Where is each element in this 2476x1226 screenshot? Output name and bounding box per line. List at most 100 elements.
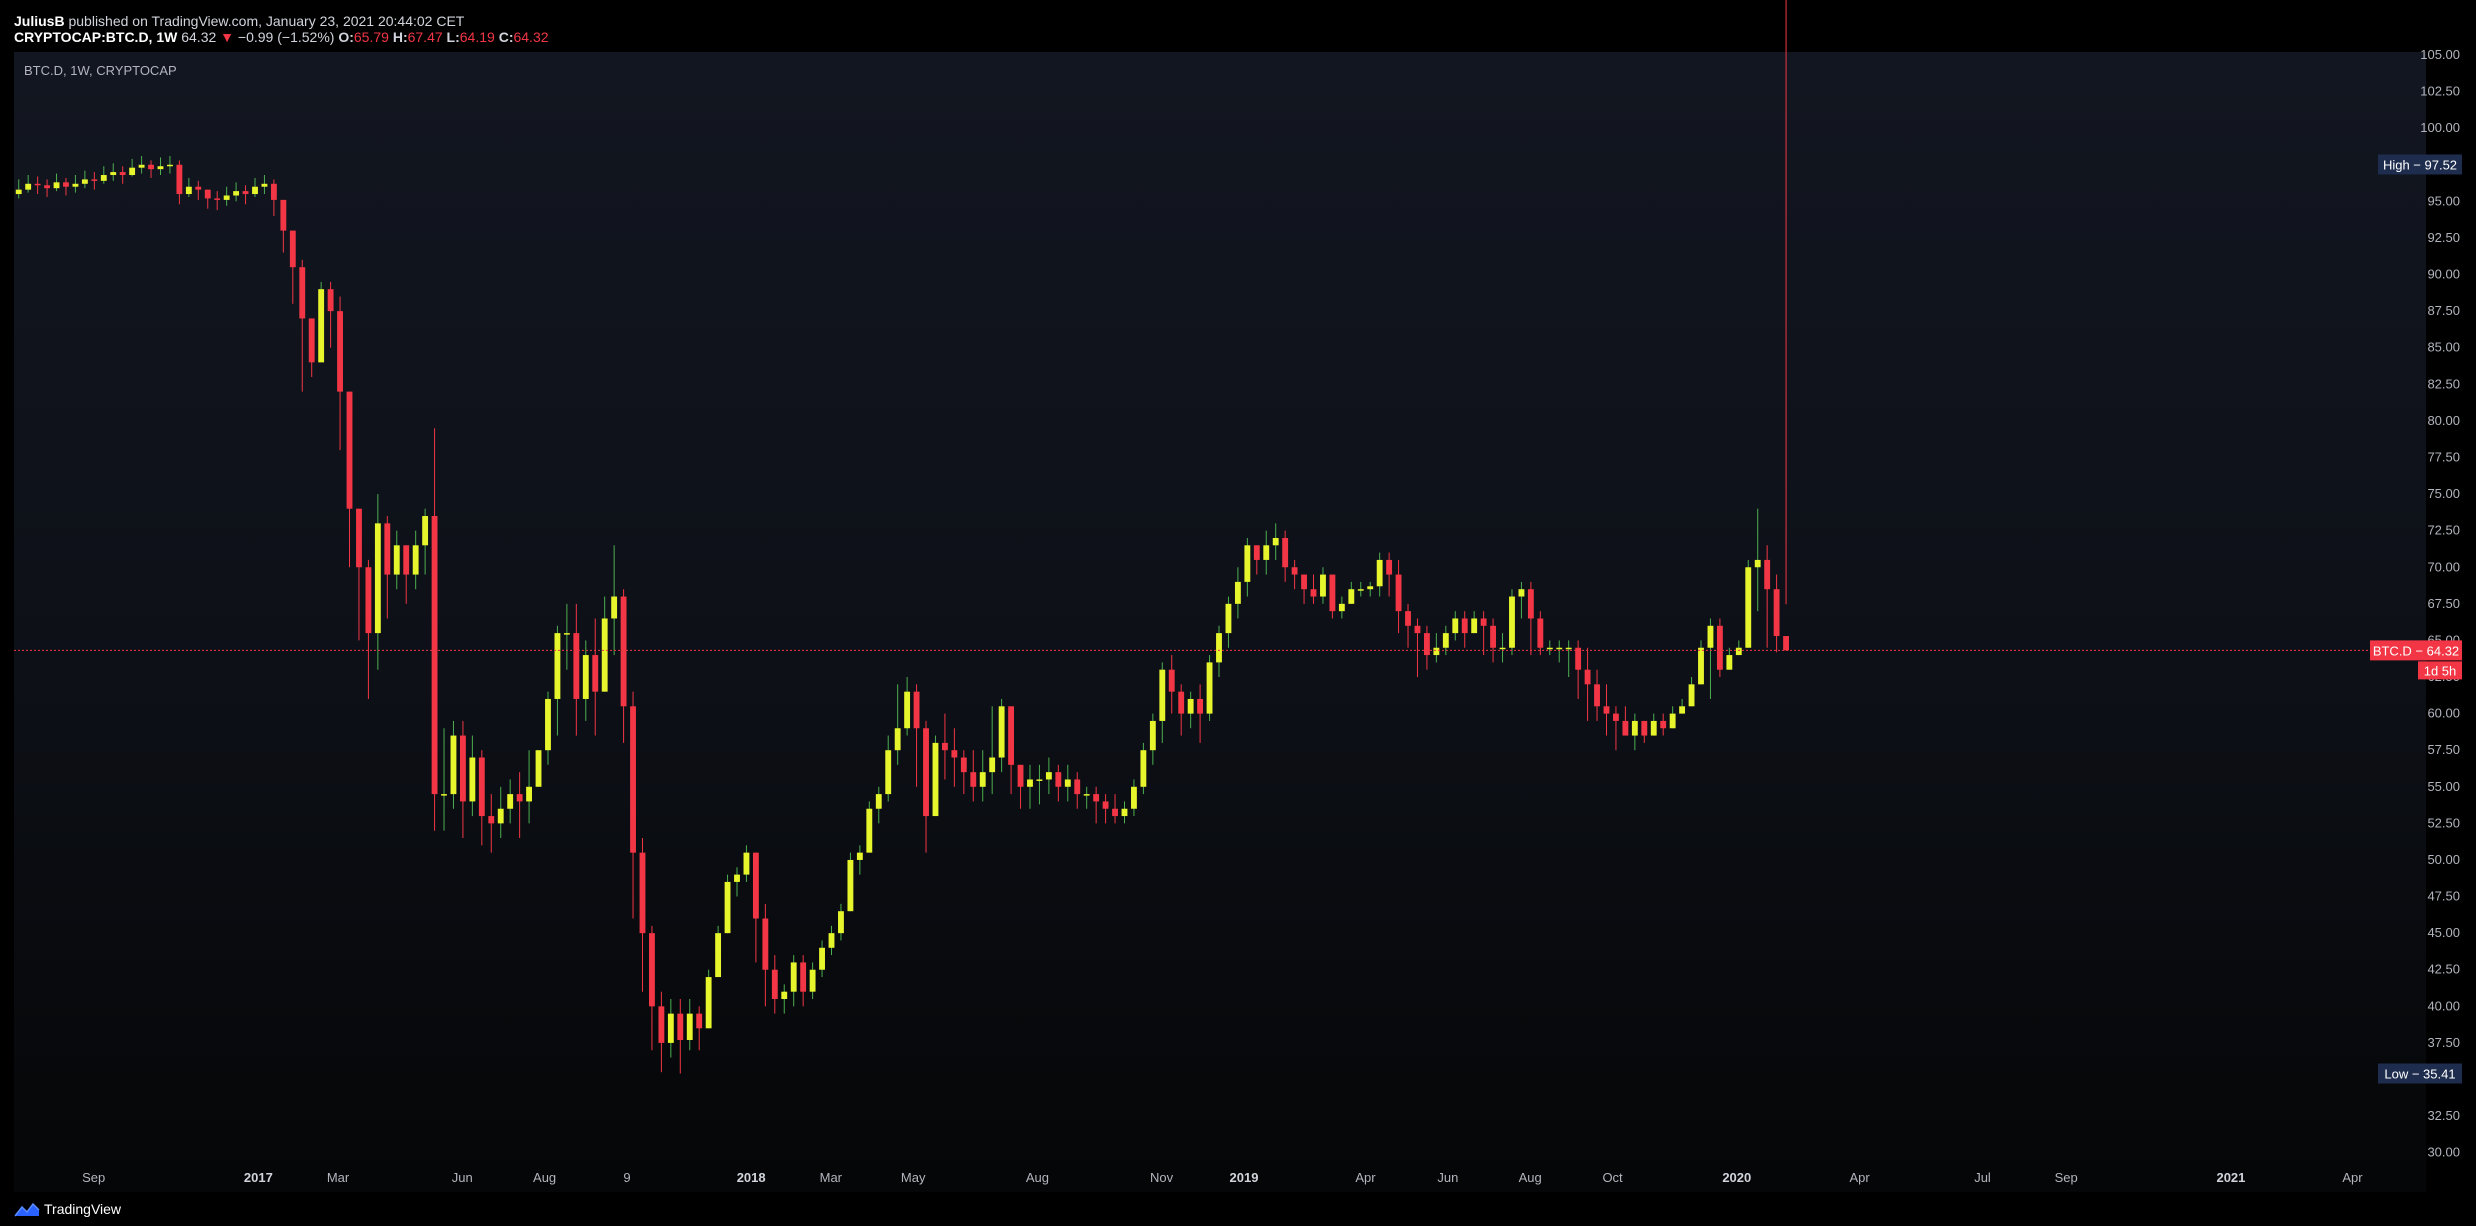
candle	[1575, 640, 1582, 699]
candle	[148, 160, 154, 178]
footer-brand[interactable]: TradingView	[44, 1201, 122, 1217]
candle	[677, 999, 684, 1074]
candle	[1291, 559, 1298, 590]
candle	[53, 173, 60, 192]
candle	[1518, 581, 1525, 619]
y-tick-label: 40.00	[2427, 998, 2460, 1013]
publish-header: JuliusB published on TradingView.com, Ja…	[0, 0, 2476, 50]
candle	[630, 691, 636, 919]
y-tick-label: 30.00	[2427, 1145, 2460, 1160]
x-tick-label: Sep	[2055, 1170, 2078, 1185]
y-tick-label: 42.50	[2427, 962, 2460, 977]
candle	[441, 728, 447, 831]
candle	[1395, 559, 1402, 634]
candle	[280, 199, 287, 253]
candle	[233, 182, 240, 202]
candle	[923, 720, 929, 853]
candle	[1499, 633, 1506, 663]
published-text: published on TradingView.com, January 23…	[68, 13, 465, 29]
candle	[1423, 625, 1430, 670]
chart-pane[interactable]	[14, 52, 2426, 1192]
x-tick-label: 9	[623, 1170, 630, 1185]
candle	[1490, 618, 1497, 663]
candle	[1234, 567, 1241, 619]
candle	[970, 750, 977, 802]
low-label: L:	[446, 29, 460, 45]
candle	[904, 677, 911, 736]
candle	[374, 494, 381, 670]
candle	[1735, 640, 1742, 656]
time-axis[interactable]: Sep 2017 Mar Jun Aug 9 2018 Mar May Aug Nov 2019 Apr…	[82, 1170, 2363, 1185]
candle	[44, 179, 51, 197]
candle	[800, 955, 807, 1007]
candle	[450, 720, 457, 809]
change-text: −0.99 (−1.52%)	[237, 29, 335, 45]
candle	[705, 969, 712, 1029]
x-tick-label: Aug	[533, 1170, 556, 1185]
candle	[15, 179, 22, 199]
candle	[1216, 625, 1222, 678]
candle	[1329, 574, 1336, 619]
author-name[interactable]: JuliusB	[14, 13, 65, 29]
candle	[1537, 611, 1544, 656]
candle	[393, 530, 400, 590]
candle	[365, 559, 372, 699]
candle	[1442, 625, 1449, 656]
candle	[941, 713, 948, 780]
y-tick-label: 37.50	[2427, 1035, 2460, 1050]
last-price-tag	[2370, 640, 2462, 661]
x-tick-label: Jun	[452, 1170, 473, 1185]
candle	[998, 698, 1005, 773]
candle	[1405, 603, 1411, 648]
y-tick-label: 75.00	[2427, 486, 2460, 501]
symbol-line: CRYPTOCAP:BTC.D, 1W	[14, 29, 178, 45]
candle	[1225, 596, 1232, 648]
open-value: 65.79	[353, 29, 389, 45]
candle	[167, 155, 173, 174]
candle	[261, 175, 268, 195]
candle	[743, 845, 750, 882]
candle	[866, 801, 873, 853]
candle	[1367, 581, 1374, 597]
candle	[1027, 764, 1033, 809]
candle	[828, 925, 835, 956]
candle	[1017, 764, 1024, 809]
high-marker-tag	[2378, 154, 2462, 175]
y-tick-label: 45.00	[2427, 925, 2460, 940]
candle	[1376, 552, 1383, 597]
down-arrow-icon: ▼	[220, 29, 235, 45]
candle	[1698, 640, 1704, 685]
candle	[72, 175, 79, 193]
candle	[270, 179, 277, 216]
candle	[1461, 611, 1468, 648]
y-tick-label: 72.50	[2427, 523, 2460, 538]
candles-layer	[15, 0, 1789, 1074]
candle	[318, 281, 325, 363]
candle	[1131, 779, 1137, 817]
candle	[412, 530, 419, 590]
chart-legend[interactable]: BTC.D, 1W, CRYPTOCAP	[24, 63, 177, 78]
candle	[1064, 764, 1071, 802]
x-tick-label: 2020	[1722, 1170, 1751, 1185]
candle	[545, 691, 551, 765]
x-tick-label: Apr	[1850, 1170, 1871, 1185]
candle	[1178, 684, 1185, 736]
candle	[1584, 647, 1591, 721]
candle	[620, 589, 627, 743]
candle	[1282, 530, 1289, 582]
candle	[1102, 794, 1109, 824]
x-tick-label: 2019	[1230, 1170, 1259, 1185]
countdown-label: 1d 5h	[2424, 663, 2457, 678]
candle	[1055, 764, 1062, 802]
price-axis[interactable]: 30.0032.5035.0037.5040.0042.5045.0047.50…	[2420, 47, 2460, 1160]
candle	[100, 166, 107, 184]
candle	[1669, 706, 1676, 729]
candle	[1244, 537, 1251, 597]
tradingview-logo-icon[interactable]	[14, 1201, 40, 1219]
y-tick-label: 32.50	[2427, 1108, 2460, 1123]
low-marker-label: Low − 35.41	[2384, 1067, 2455, 1082]
y-tick-label: 85.00	[2427, 340, 2460, 355]
candle	[592, 618, 599, 736]
last-price: 64.32	[181, 29, 217, 45]
